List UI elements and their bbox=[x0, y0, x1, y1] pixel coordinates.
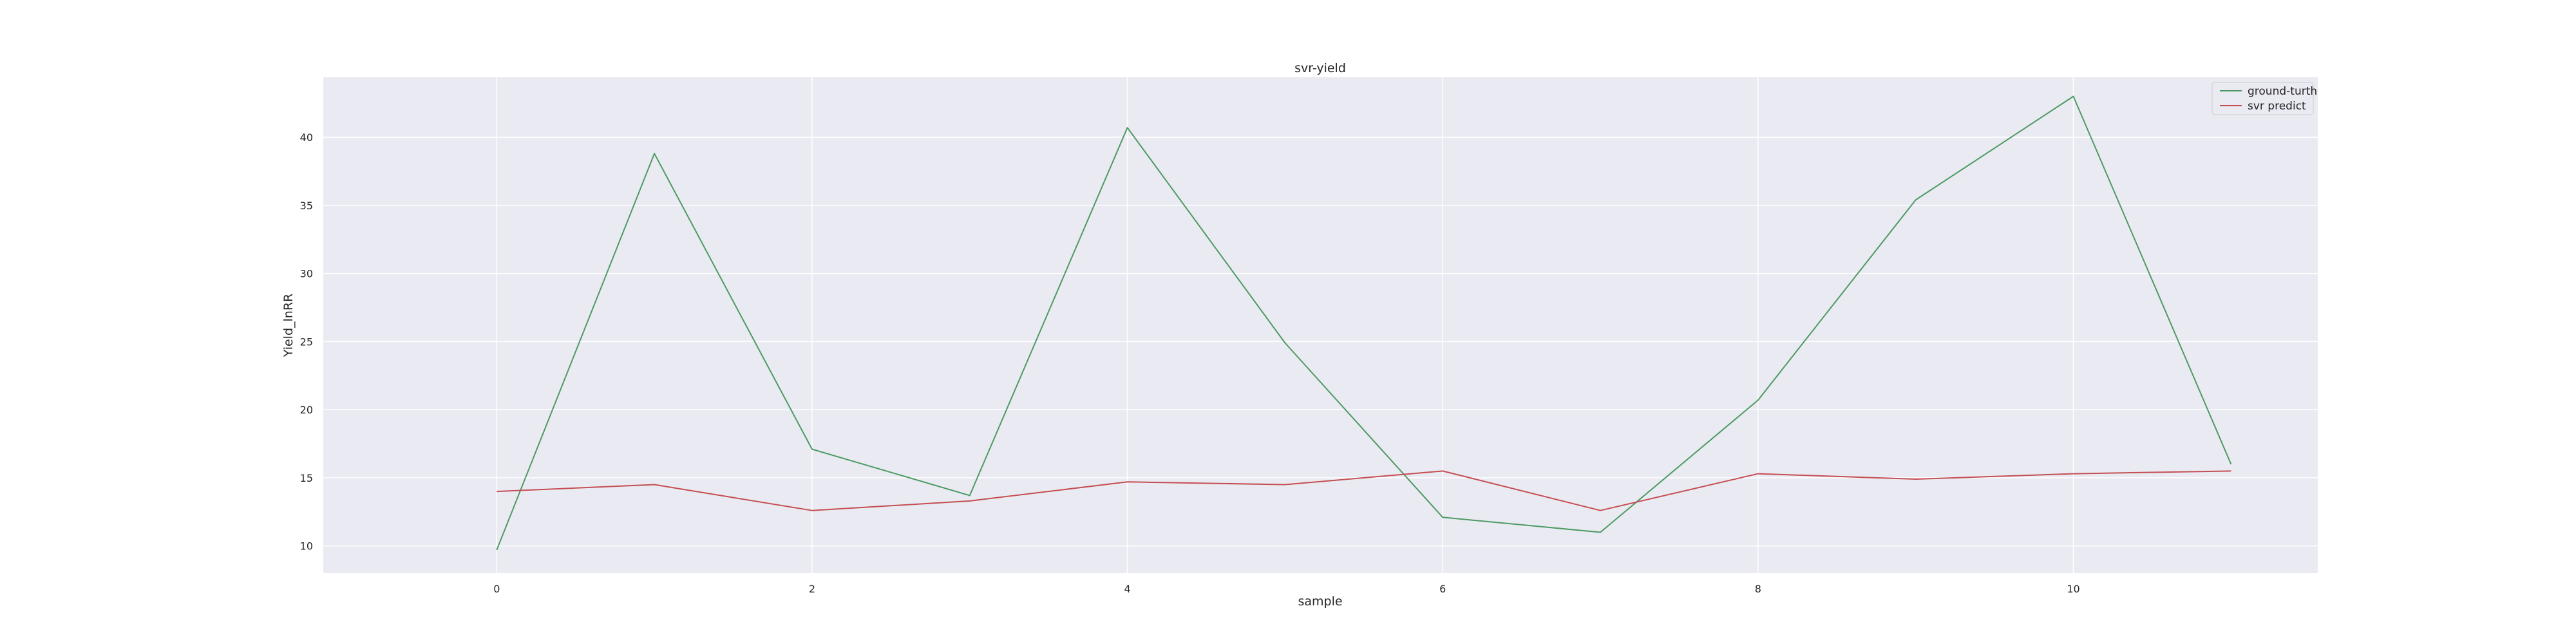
y-tick-label: 10 bbox=[300, 540, 313, 553]
chart-title: svr-yield bbox=[1294, 61, 1346, 75]
y-tick-label: 15 bbox=[300, 472, 313, 484]
y-axis-title: Yield_lnRR bbox=[281, 294, 296, 357]
legend-label-ground-turth: ground-turth bbox=[2248, 85, 2317, 98]
y-tick-label: 20 bbox=[300, 404, 313, 416]
x-tick-label: 4 bbox=[1124, 583, 1130, 595]
legend: ground-turth svr predict bbox=[2211, 82, 2317, 115]
y-tick-label: 40 bbox=[300, 131, 313, 144]
series-line-ground-turth bbox=[496, 95, 2232, 551]
x-tick-label: 0 bbox=[493, 583, 500, 595]
series-lines bbox=[496, 95, 2232, 551]
legend-label-svr-predict: svr predict bbox=[2248, 100, 2306, 113]
y-tick-label: 35 bbox=[300, 200, 313, 212]
x-tick-label: 2 bbox=[809, 583, 815, 595]
series-line-svr-predict bbox=[497, 470, 2231, 511]
tick-labels: 0 2 4 6 8 10 10 15 20 25 30 35 40 bbox=[300, 131, 2080, 595]
x-tick-label: 10 bbox=[2067, 583, 2079, 595]
y-tick-label: 25 bbox=[300, 336, 313, 348]
plot-area bbox=[323, 77, 2318, 573]
x-tick-label: 6 bbox=[1439, 583, 1446, 595]
x-axis-title: sample bbox=[1298, 594, 1342, 609]
grid-lines bbox=[323, 77, 2318, 573]
x-tick-label: 8 bbox=[1755, 583, 1761, 595]
y-tick-label: 30 bbox=[300, 268, 313, 280]
